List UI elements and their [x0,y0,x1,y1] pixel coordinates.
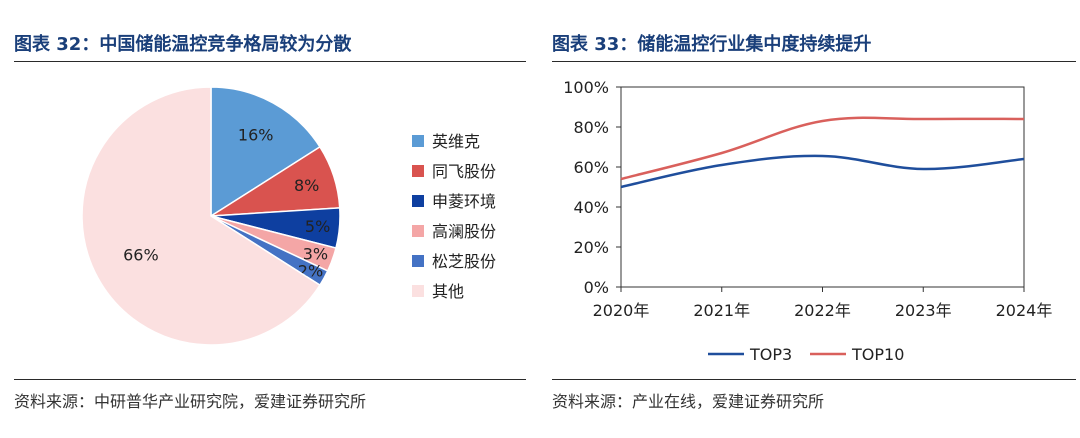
x-tick-label: 2023年 [895,301,952,320]
series-line-top3 [620,154,1025,189]
right-top-rule [552,61,1076,62]
left-figure-title: 图表 32：中国储能温控竞争格局较为分散 [14,34,352,55]
legend-label: 申菱环境 [432,192,496,211]
legend-label: TOP3 [749,345,792,364]
pie-slice-label: 66% [123,246,159,265]
legend-swatch [412,165,424,177]
legend-swatch [412,135,424,147]
legend-swatch [412,255,424,267]
legend-label: 英维克 [432,132,480,151]
left-source-note: 资料来源：中研普华产业研究院，爱建证券研究所 [14,392,367,411]
legend-label: 高澜股份 [432,222,496,241]
x-tick-label: 2021年 [693,301,750,320]
legend-swatch [412,195,424,207]
right-figure-title: 图表 33：储能温控行业集中度持续提升 [552,34,872,55]
plot-frame [620,86,1025,288]
left-figure-panel: 图表 32：中国储能温控竞争格局较为分散 16% 8% 5% 3% 2% 66% 英维克 同飞… [0,0,530,438]
y-tick-label: 100% [563,78,609,97]
y-tick-label: 60% [573,158,609,177]
pie-slice-label: 5% [305,217,330,236]
pie-slice [81,86,321,346]
x-tick-label: 2022年 [794,301,851,320]
y-tick-label: 40% [573,198,609,217]
legend-label: 其他 [432,282,464,301]
pie-slice-label: 3% [303,245,328,264]
pie-slice-label: 8% [294,176,319,195]
legend-label: 同飞股份 [432,162,496,181]
left-bottom-rule [14,379,526,380]
legend-label: TOP10 [851,345,904,364]
series-line-top10 [620,116,1025,181]
x-tick-label: 2024年 [996,301,1053,320]
y-tick-label: 80% [573,118,609,137]
legend-swatch [412,225,424,237]
legend-label: 松芝股份 [432,252,496,271]
pie-slice-label: 16% [238,126,274,145]
right-figure-panel: 图表 33：储能温控行业集中度持续提升 0% 20% 40% 60% 80% 100% 20… [548,0,1080,438]
left-top-rule [14,61,526,62]
x-tick-label: 2020年 [593,301,650,320]
y-tick-label: 20% [573,238,609,257]
right-bottom-rule [552,379,1076,380]
legend-swatch [412,285,424,297]
line-chart: 0% 20% 40% 60% 80% 100% 2020年 2021年 2022年 2023年 20… [563,78,1053,364]
y-tick-label: 0% [584,278,609,297]
pie-slice [210,86,321,218]
right-source-note: 资料来源：产业在线，爱建证券研究所 [552,392,825,411]
